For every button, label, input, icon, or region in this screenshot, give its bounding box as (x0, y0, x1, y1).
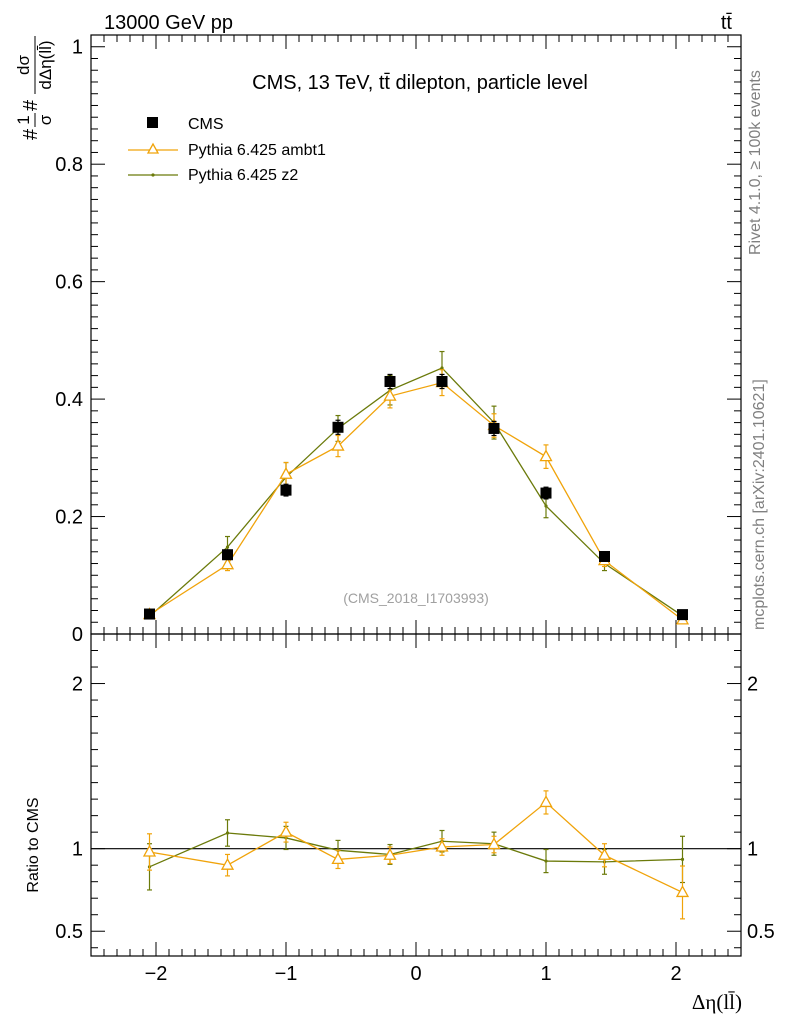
y-tick-label: 0.6 (55, 272, 83, 294)
mc-point (279, 466, 293, 479)
x-tick-label: −1 (275, 963, 298, 985)
mc-point (539, 449, 553, 462)
x-tick-label: −2 (145, 963, 168, 985)
data-point (280, 484, 292, 496)
y-tick-label: 0.8 (55, 154, 83, 176)
x-tick-label: 2 (670, 963, 681, 985)
data-point (144, 608, 155, 620)
y-tick-label: 0.2 (55, 507, 83, 529)
main-plot-panel: 0 0.2 0.4 0.6 0.8 1 CMS, 13 TeV, tt̄ dilepton… (55, 34, 742, 646)
y-label-num-1: 1 (14, 115, 33, 124)
main-y-tick-labels: 0 0.2 0.4 0.6 0.8 1 (55, 37, 83, 646)
y-label-den-1: σ (36, 114, 55, 125)
y-tick-label: 0.4 (55, 389, 83, 411)
ratio-plot-frame (90, 633, 742, 957)
plot-title: CMS, 13 TeV, tt̄ dilepton, particle leve… (252, 72, 588, 94)
legend: CMS Pythia 6.425 ambt1 Pythia 6.425 z2 (128, 116, 326, 184)
data-point (436, 375, 448, 387)
mc-point (383, 847, 397, 860)
mc-point (383, 388, 397, 401)
ratio-y-tick-label-left: 2 (72, 674, 83, 696)
y-label-den-2: dΔη(ll̄) (36, 40, 55, 89)
legend-label-z2: Pythia 6.425 z2 (188, 167, 298, 184)
ratio-axis-ticks (90, 634, 742, 956)
y-label-num-2: dσ (14, 55, 33, 75)
ratio-y-tick-label-right: 0.5 (747, 921, 775, 943)
legend-marker-z2 (151, 173, 155, 177)
ratio-y-axis-label: Ratio to CMS (25, 797, 42, 892)
series-line (149, 367, 683, 617)
x-axis-label: Δη(ll̄) (692, 990, 742, 1014)
ratio-y-tick-label-left: 0.5 (55, 921, 83, 943)
mc-point (142, 844, 157, 857)
data-point (599, 550, 610, 562)
mc-point (331, 852, 345, 865)
x-tick-label: 0 (410, 963, 421, 985)
ratio-series (142, 790, 690, 920)
series-line (149, 801, 683, 894)
y-label-hash-1: # (20, 128, 42, 140)
mc-point (680, 857, 685, 862)
mc-point (487, 837, 501, 850)
ratio-y-tick-label-right: 2 (747, 674, 758, 696)
mc-point (331, 438, 345, 451)
main-series (142, 350, 690, 625)
data-point (677, 609, 688, 621)
mc-point (225, 545, 230, 549)
data-point (488, 422, 500, 434)
mc-point (220, 557, 235, 570)
legend-marker-cms (147, 117, 158, 128)
data-point (332, 421, 344, 433)
mc-point (675, 885, 690, 898)
x-tick-labels: −2 −1 0 1 2 (145, 963, 682, 985)
mc-point (544, 504, 548, 508)
mcplots-label: mcplots.cern.ch [arXiv:2401.10621] (751, 379, 768, 630)
x-tick-label: 1 (540, 963, 551, 985)
header-left: 13000 GeV pp (104, 12, 233, 34)
header-right: tt̄ (721, 12, 733, 34)
data-point (384, 375, 396, 387)
mc-point (435, 839, 449, 852)
mc-point (279, 824, 293, 837)
mc-point (544, 859, 548, 863)
ratio-plot-panel: 0.5 0.5 1 1 2 2 −2 −1 0 1 2 (55, 633, 775, 985)
legend-label-ambt1: Pythia 6.425 ambt1 (188, 142, 326, 159)
legend-label-cms: CMS (188, 116, 224, 133)
ratio-y-tick-labels: 0.5 0.5 1 1 2 2 (55, 674, 775, 944)
ratio-y-tick-label-left: 1 (72, 839, 83, 861)
mc-point (225, 831, 230, 835)
main-axis-ticks (90, 35, 742, 635)
series-line (149, 381, 683, 621)
mc-point (597, 847, 612, 860)
mc-point (539, 795, 553, 808)
data-point (222, 549, 233, 561)
legend-marker-ambt1 (146, 142, 160, 154)
rivet-label: Rivet 4.1.0, ≥ 100k events (747, 70, 764, 255)
series-line (149, 832, 683, 868)
y-tick-label: 0 (72, 624, 83, 646)
mc-point (220, 857, 235, 870)
y-tick-label: 1 (72, 37, 83, 59)
mc-point (440, 366, 444, 370)
main-y-axis-label: # 1 σ # dσ dΔη(ll̄) (14, 36, 55, 140)
ratio-y-tick-label-right: 1 (747, 839, 758, 861)
analysis-watermark: (CMS_2018_I1703993) (343, 590, 489, 606)
data-point (540, 487, 552, 499)
y-label-hash-2: # (20, 99, 42, 111)
